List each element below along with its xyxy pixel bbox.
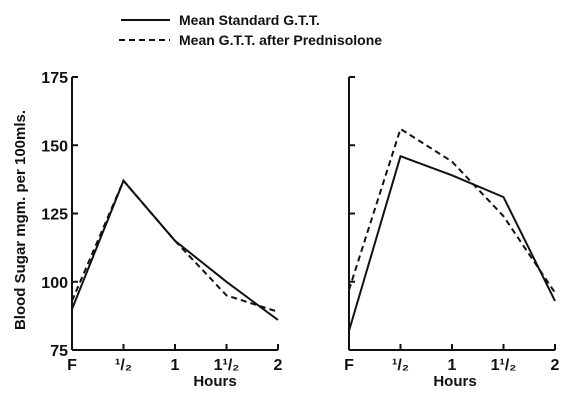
right-x-tick-label: ¹/₂ [392,357,409,374]
legend-dashed-label: Mean G.T.T. after Prednisolone [179,32,382,48]
right-series-prednisolone [349,129,555,293]
right-x-tick-label: F [344,357,354,374]
legend-solid-label: Mean Standard G.T.T. [179,12,320,28]
y-tick-label: 150 [41,138,68,155]
left-series-standard [72,181,278,320]
x-axis-label-right: Hours [433,373,476,390]
y-tick-label: 75 [50,343,68,360]
y-tick-label: 175 [41,70,68,87]
left-x-tick-label: 1 [171,357,180,374]
y-tick-label: 100 [41,275,68,292]
x-axis-label-left: Hours [193,373,236,390]
left-x-tick-label: ¹/₂ [115,357,132,374]
right-series-standard [349,156,555,331]
left-panel: 75 100 125 150 175 F ¹/₂ 1 1¹/₂ 2 [41,70,282,374]
y-tick-label: 125 [41,207,68,224]
right-x-tick-label: 1¹/₂ [491,357,517,374]
right-panel: F ¹/₂ 1 1¹/₂ 2 [344,77,559,374]
left-x-tick-label: F [67,357,77,374]
left-series-prednisolone [72,181,278,312]
right-x-tick-label: 2 [551,357,560,374]
legend: Mean Standard G.T.T. Mean G.T.T. after P… [119,12,382,48]
left-x-tick-label: 2 [274,357,283,374]
y-axis-label: Blood Sugar mgm. per 100mls. [12,110,29,330]
left-x-tick-label: 1¹/₂ [214,357,240,374]
right-x-tick-label: 1 [448,357,457,374]
